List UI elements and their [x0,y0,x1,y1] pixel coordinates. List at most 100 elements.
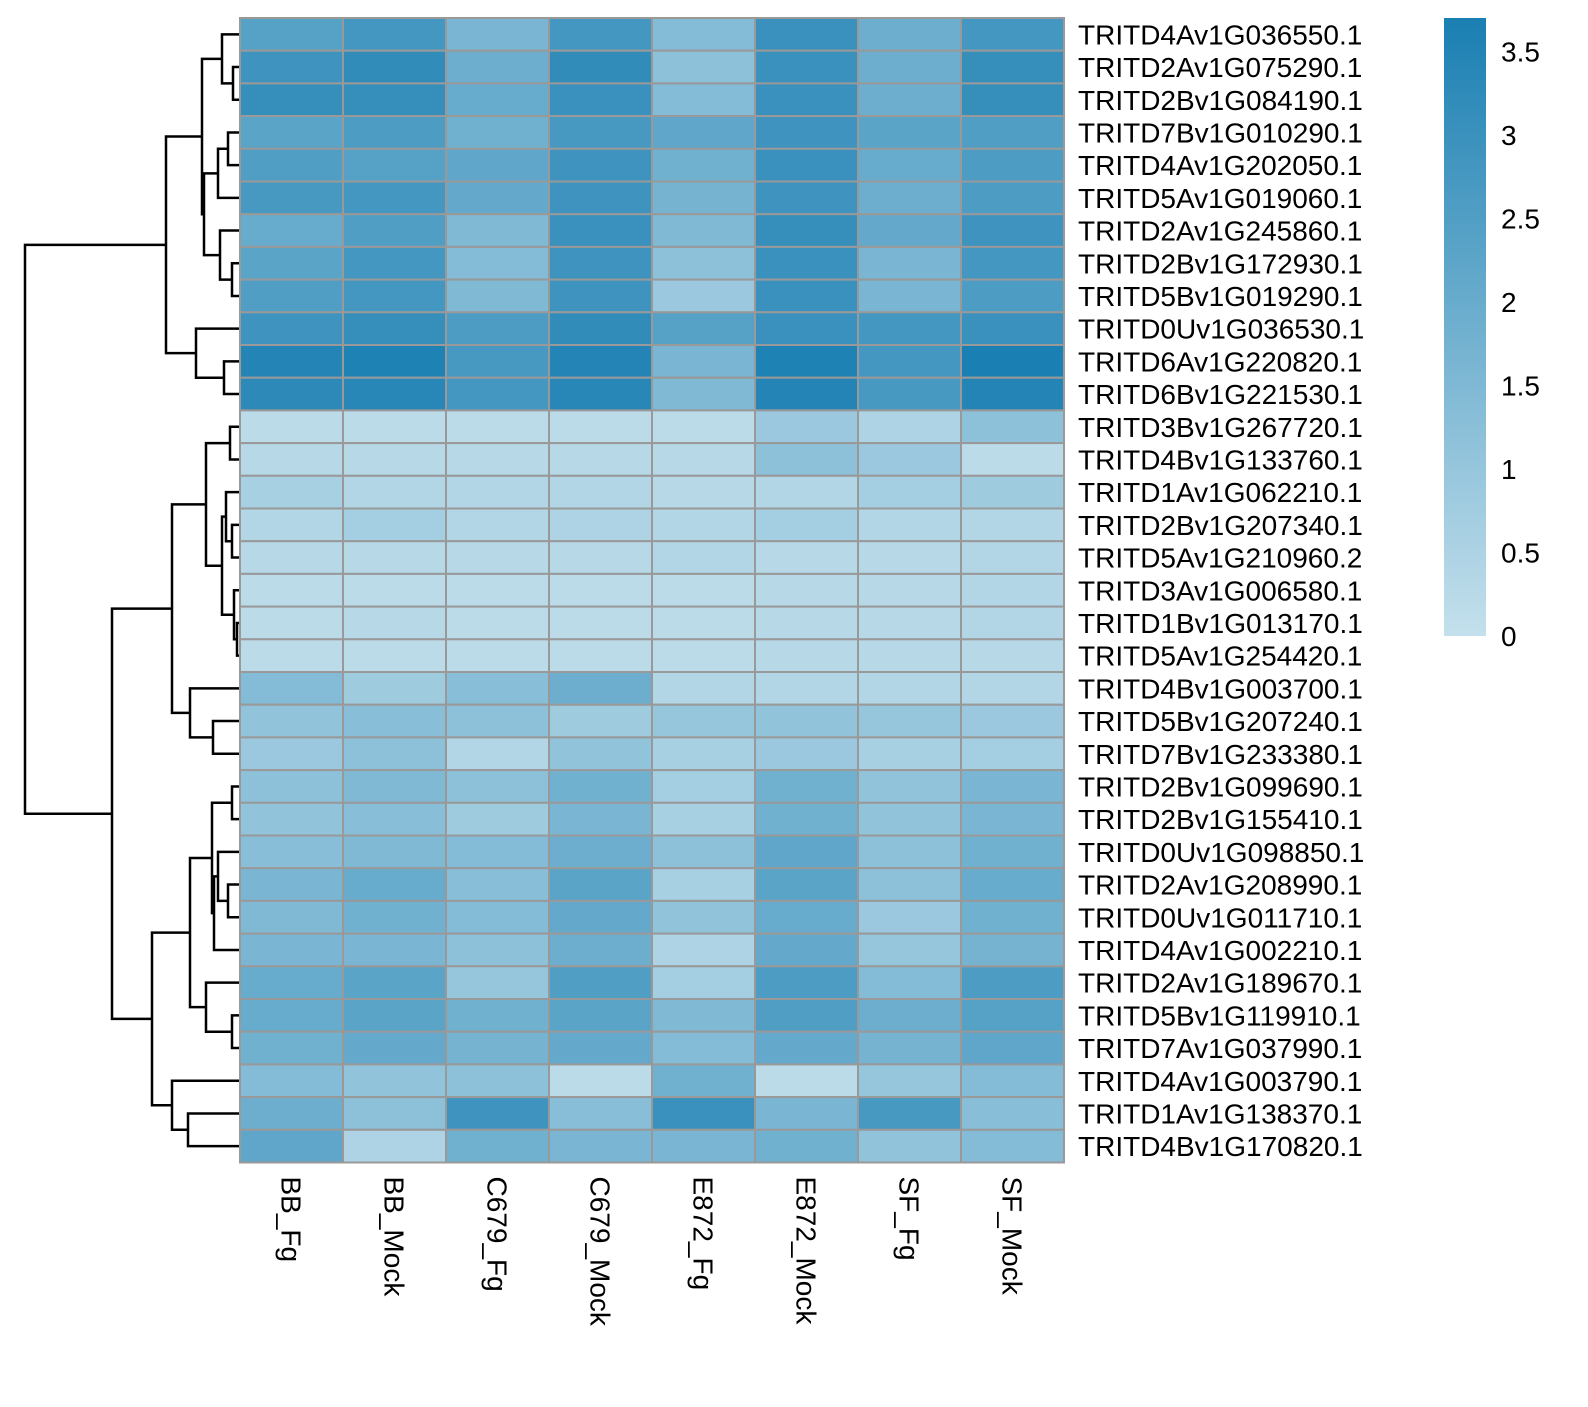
heatmap-cell [754,409,859,445]
heatmap-cell [239,17,344,52]
heatmap-cell [754,605,859,641]
heatmap-cell [857,834,962,870]
heatmap-cell [754,572,859,608]
heatmap-cell [445,474,550,510]
row-label: TRITD0Uv1G011710.1 [1078,902,1362,933]
row-label: TRITD4Av1G003790.1 [1078,1066,1362,1097]
heatmap-cell [548,17,653,52]
dendrogram-branch [188,687,240,739]
heatmap-cell [239,49,344,85]
row-label: TRITD3Bv1G267720.1 [1078,412,1363,443]
column-label: BB_Mock [379,1177,410,1298]
dendrogram-branch [218,229,240,281]
dendrogram-branch [230,523,240,559]
heatmap-cell [754,245,859,281]
heatmap-cell [548,965,653,1000]
heatmap-cell [548,638,653,673]
heatmap-cell [960,147,1065,183]
dendrogram-branch [230,262,240,298]
row-label: TRITD1Bv1G013170.1 [1078,608,1363,639]
heatmap-cell [548,115,653,150]
heatmap-cell [857,507,962,543]
heatmap-cell [754,213,859,248]
heatmap-cell [651,867,756,902]
row-label: TRITD2Av1G245860.1 [1078,216,1362,247]
heatmap-cell [960,213,1065,248]
heatmap-cell [960,507,1065,543]
heatmap-cell [651,965,756,1000]
row-label: TRITD7Bv1G010290.1 [1078,117,1363,148]
heatmap-cell [857,769,962,804]
heatmap-cell [342,49,447,85]
column-labels: BB_Fg BB_Mock C679_Fg C679_Mock E872_Fg E872_… [276,1177,1028,1327]
heatmap-cell [651,82,756,118]
heatmap-cell [342,801,447,837]
heatmap-cell [342,671,447,706]
heatmap-cell [651,1096,756,1131]
heatmap-cell [239,474,344,510]
dendrogram-branch [230,1014,240,1050]
heatmap-cell [445,409,550,445]
heatmap-cell [651,703,756,739]
legend-tick-label: 1.5 [1501,370,1540,401]
heatmap-cell [445,572,550,608]
heatmap-cell [445,147,550,183]
column-label: BB_Fg [276,1177,307,1263]
heatmap-cell [754,899,859,935]
heatmap-cell [445,998,550,1033]
heatmap-cell [239,572,344,608]
heatmap-cell [445,965,550,1000]
dendrogram-branch [194,327,240,379]
row-label: TRITD4Bv1G003700.1 [1078,673,1363,704]
heatmap-cell [548,49,653,85]
heatmap-cell [857,17,962,52]
heatmap-cell [960,965,1065,1000]
heatmap-cell [445,736,550,772]
row-dendrogram [23,33,240,1148]
heatmap-cell [342,376,447,412]
heatmap-cell [239,998,344,1033]
heatmap-cell [857,245,962,281]
heatmap-cell [342,442,447,477]
dendrogram-branch [231,65,240,101]
heatmap-cell [754,474,859,510]
heatmap-cell [651,834,756,870]
heatmap-cell [754,147,859,183]
heatmap-cell [239,1063,344,1099]
heatmap-cell [548,507,653,543]
heatmap-cell [445,1030,550,1066]
heatmap-cell [754,376,859,412]
heatmap-cell [548,769,653,804]
heatmap-cell [857,998,962,1033]
heatmap-cell [239,899,344,935]
row-label: TRITD5Bv1G119910.1 [1078,1000,1361,1031]
heatmap-cell [960,409,1065,445]
heatmap-cell [651,671,756,706]
heatmap-cell [960,703,1065,739]
row-label: TRITD4Bv1G170820.1 [1078,1131,1363,1162]
heatmap-cell [857,1030,962,1066]
heatmap-cell [342,1030,447,1066]
dendrogram-branch [170,503,206,715]
heatmap-cell [342,507,447,543]
heatmap-cell [445,867,550,902]
heatmap-cell [651,278,756,314]
heatmap-cell [754,1063,859,1099]
heatmap-cell [857,278,962,314]
heatmap-cell [239,376,344,412]
heatmap-cell [960,899,1065,935]
dendrogram-branch [170,1079,240,1132]
heatmap-cell [239,638,344,673]
row-label: TRITD2Bv1G084190.1 [1078,85,1363,116]
heatmap-cell [445,49,550,85]
heatmap-cell [857,442,962,477]
heatmap-cell [548,245,653,281]
row-label: TRITD2Bv1G172930.1 [1078,248,1363,279]
heatmap-cell [754,82,859,118]
heatmap-cell [342,899,447,935]
dendrogram-branch [230,785,240,821]
heatmap-cell [239,344,344,379]
heatmap-cell [548,998,653,1033]
heatmap-cell [857,736,962,772]
heatmap-cell [239,867,344,902]
